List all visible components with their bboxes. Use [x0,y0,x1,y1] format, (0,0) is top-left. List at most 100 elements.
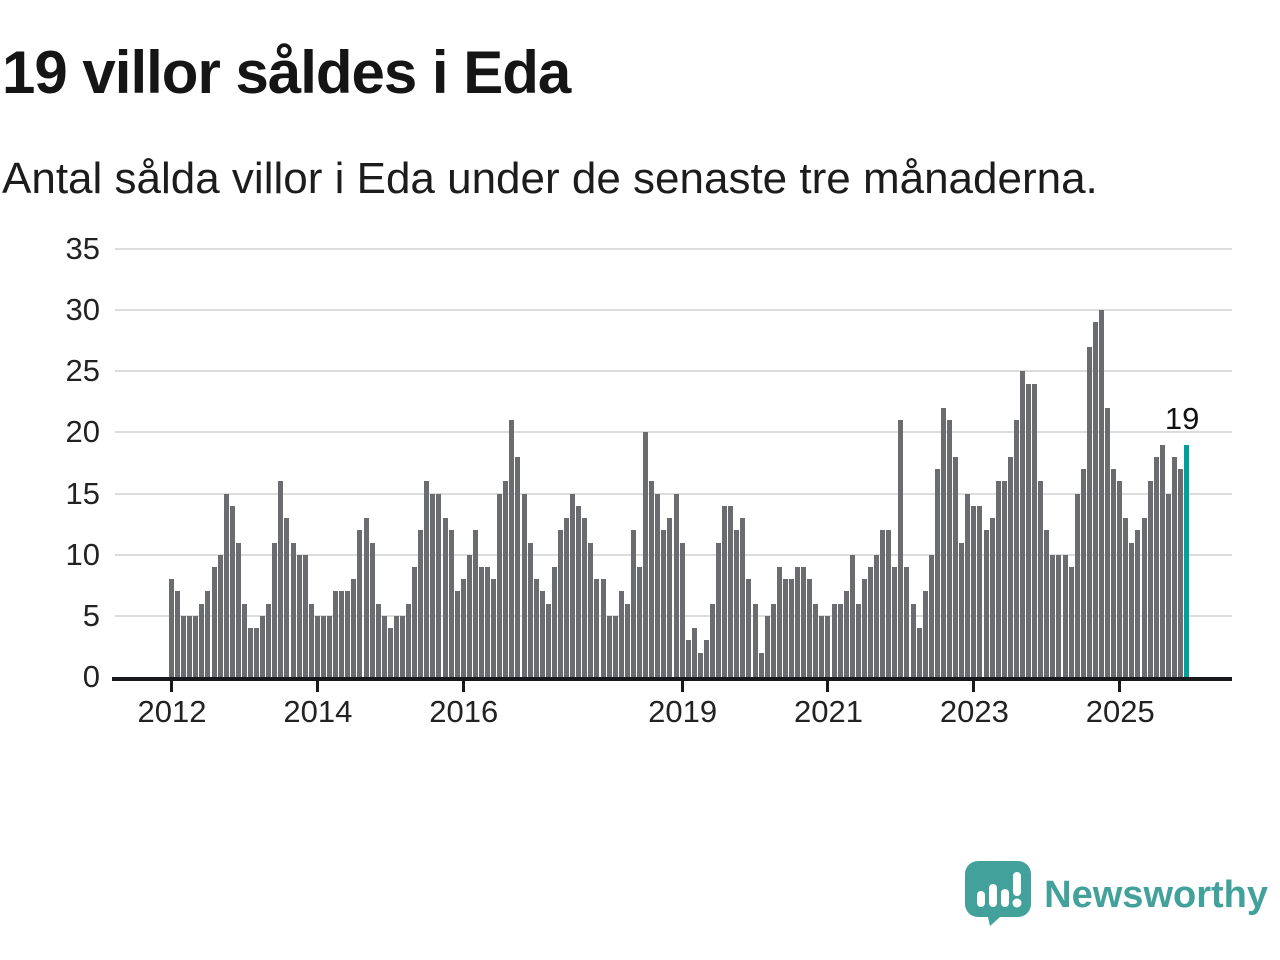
bar [1153,456,1159,677]
bar [947,420,953,677]
bar [1080,469,1086,677]
bar [1026,383,1032,677]
bar [1068,566,1074,677]
bar [406,603,412,677]
bar [345,591,351,677]
bar [922,591,928,677]
bar [497,493,503,677]
bar [448,530,454,677]
bar [241,603,247,677]
bar [1050,554,1056,677]
bar [1117,481,1123,677]
bar [928,554,934,677]
bar [861,579,867,677]
bar [880,530,886,677]
bar [801,566,807,677]
bar [229,505,235,677]
bar [697,652,703,677]
bar [1135,530,1141,677]
bar [327,615,333,677]
x-axis-tick-2014 [315,681,319,692]
bar [308,603,314,677]
x-axis-tick-2016 [461,681,465,692]
highlighted-bar [1184,444,1190,677]
gridline-y-25 [115,370,1232,373]
bar [412,566,418,677]
bar [630,530,636,677]
bar [1056,554,1062,677]
bar [399,615,405,677]
newsworthy-logo: Newsworthy [964,860,1268,931]
bar [1111,469,1117,677]
bar [819,615,825,677]
bar [454,591,460,677]
y-axis-tick-label: 25 [65,353,100,389]
bar [223,493,229,677]
bar [916,628,922,677]
bar [1092,322,1098,677]
bar [472,530,478,677]
bar [424,481,430,677]
gridline-y-15 [115,492,1232,495]
bar [837,603,843,677]
bar [1171,456,1177,677]
bar [588,542,594,677]
bar [491,579,497,677]
page-title: 19 villor såldes i Eda [2,39,571,106]
bar [387,628,393,677]
bar [722,505,728,677]
x-axis-line [112,677,1232,681]
bar [260,615,266,677]
bar [290,542,296,677]
bar [965,493,971,677]
bar [515,456,521,677]
bar [1178,469,1184,677]
bar [284,518,290,677]
x-axis-tick-2021 [826,681,830,692]
bar [1032,383,1038,677]
bar [436,493,442,677]
bar [813,603,819,677]
gridline-y-20 [115,431,1232,434]
gridline-y-35 [115,248,1232,250]
bar [175,591,181,677]
bar [740,518,746,677]
bar [831,603,837,677]
bar [1038,481,1044,677]
bar [570,493,576,677]
bar [807,579,813,677]
bar [649,481,655,677]
bar [789,579,794,677]
page-subtitle: Antal sålda villor i Eda under de senast… [2,154,1098,203]
bar [843,591,849,677]
bar [898,420,904,677]
x-axis-year-label: 2023 [939,694,1009,729]
bar [643,432,649,677]
bar [637,566,643,677]
bar [393,615,399,677]
bar [187,615,193,677]
bar [466,554,472,677]
x-axis-year-label: 2021 [793,694,863,729]
bar [855,603,861,677]
bar [940,407,946,677]
bar [667,518,673,677]
bar [545,603,551,677]
bar [782,579,788,677]
bar [1129,542,1135,677]
bar [849,554,855,677]
bar [618,591,624,677]
bar [302,554,308,677]
bar [728,505,734,677]
bar [868,566,874,677]
x-axis-tick-2025 [1118,681,1122,692]
bar [691,628,697,677]
bar [460,579,466,677]
y-axis-tick-label: 10 [65,536,100,572]
bar [430,493,436,677]
bar [1001,481,1007,677]
bar [709,603,715,677]
bar [995,481,1001,677]
bar [503,481,509,677]
